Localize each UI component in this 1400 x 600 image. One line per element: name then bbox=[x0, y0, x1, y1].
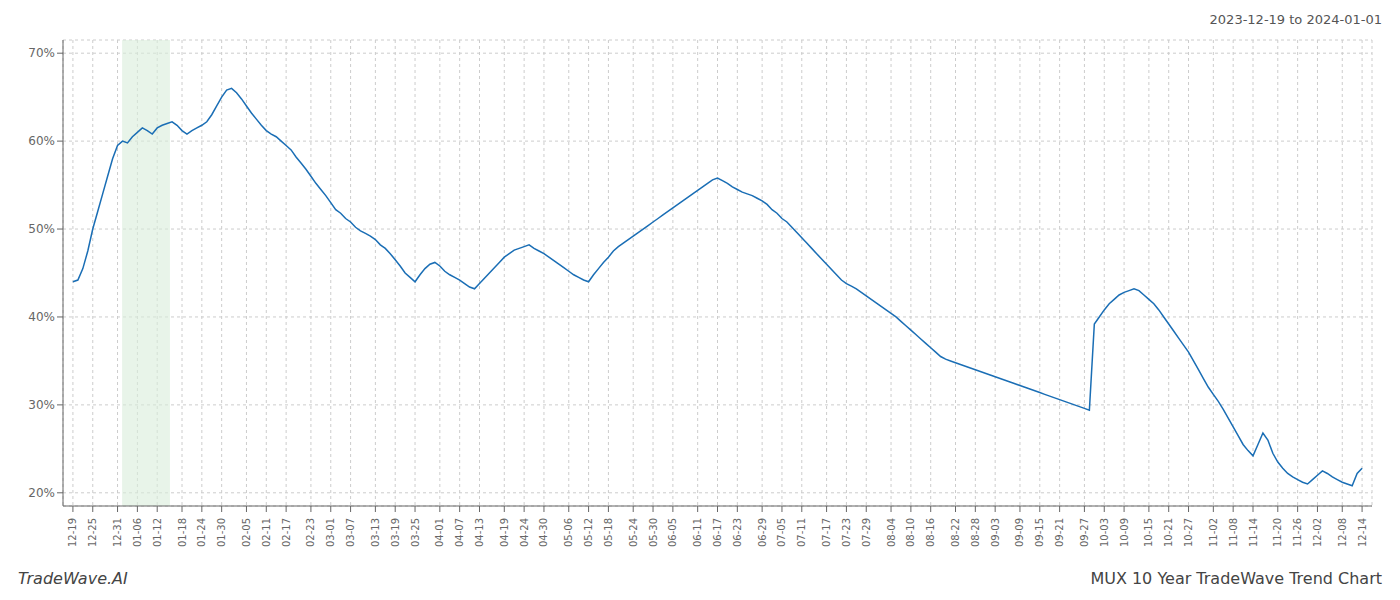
svg-text:03-07: 03-07 bbox=[345, 518, 356, 547]
html-text:2023-12-19 to 2024-01-01: 2023-12-19 to 2024-01-01 bbox=[1209, 12, 1382, 27]
svg-text:01-06: 01-06 bbox=[132, 518, 143, 547]
svg-text:07-05: 07-05 bbox=[776, 518, 787, 547]
svg-text:04-19: 04-19 bbox=[499, 518, 510, 547]
svg-text:01-24: 01-24 bbox=[196, 518, 207, 547]
svg-text:03-13: 03-13 bbox=[370, 518, 381, 547]
svg-text:09-21: 09-21 bbox=[1054, 518, 1065, 547]
svg-text:09-09: 09-09 bbox=[1014, 518, 1025, 547]
svg-text:01-12: 01-12 bbox=[152, 518, 163, 547]
svg-text:05-18: 05-18 bbox=[603, 518, 614, 547]
svg-text:11-26: 11-26 bbox=[1292, 518, 1303, 547]
svg-text:09-15: 09-15 bbox=[1034, 518, 1045, 547]
svg-text:70%: 70% bbox=[28, 46, 55, 60]
svg-text:05-06: 05-06 bbox=[563, 518, 574, 547]
svg-text:04-01: 04-01 bbox=[434, 518, 445, 547]
svg-text:07-17: 07-17 bbox=[821, 518, 832, 547]
svg-text:11-02: 11-02 bbox=[1208, 518, 1219, 547]
svg-text:10-09: 10-09 bbox=[1119, 518, 1130, 547]
svg-text:03-01: 03-01 bbox=[325, 518, 336, 547]
svg-text:11-14: 11-14 bbox=[1248, 518, 1259, 547]
svg-text:60%: 60% bbox=[28, 134, 55, 148]
svg-text:12-14: 12-14 bbox=[1357, 518, 1368, 547]
svg-text:10-15: 10-15 bbox=[1143, 518, 1154, 547]
svg-text:02-17: 02-17 bbox=[281, 518, 292, 547]
svg-text:08-10: 08-10 bbox=[905, 518, 916, 547]
svg-text:12-08: 12-08 bbox=[1337, 518, 1348, 547]
svg-text:01-18: 01-18 bbox=[177, 518, 188, 547]
svg-text:04-24: 04-24 bbox=[519, 518, 530, 547]
svg-text:09-03: 09-03 bbox=[990, 518, 1001, 547]
html-text:TradeWave.AI: TradeWave.AI bbox=[18, 569, 128, 588]
svg-text:10-27: 10-27 bbox=[1183, 518, 1194, 547]
svg-text:08-22: 08-22 bbox=[950, 518, 961, 547]
svg-text:02-05: 02-05 bbox=[241, 518, 252, 547]
svg-text:04-30: 04-30 bbox=[538, 518, 549, 547]
svg-text:06-17: 06-17 bbox=[712, 518, 723, 547]
svg-text:08-04: 08-04 bbox=[886, 518, 897, 547]
svg-text:08-16: 08-16 bbox=[925, 518, 936, 547]
svg-text:06-29: 06-29 bbox=[757, 518, 768, 547]
svg-text:05-12: 05-12 bbox=[583, 518, 594, 547]
svg-text:20%: 20% bbox=[28, 486, 55, 500]
svg-text:04-07: 04-07 bbox=[454, 518, 465, 547]
svg-text:12-02: 12-02 bbox=[1312, 518, 1323, 547]
svg-text:40%: 40% bbox=[28, 310, 55, 324]
svg-text:07-23: 07-23 bbox=[841, 518, 852, 547]
svg-text:30%: 30% bbox=[28, 398, 55, 412]
svg-text:12-25: 12-25 bbox=[87, 518, 98, 547]
svg-text:03-25: 03-25 bbox=[410, 518, 421, 547]
svg-text:50%: 50% bbox=[28, 222, 55, 236]
svg-text:05-24: 05-24 bbox=[628, 518, 639, 547]
svg-text:02-23: 02-23 bbox=[305, 518, 316, 547]
svg-text:09-27: 09-27 bbox=[1079, 518, 1090, 547]
svg-text:01-30: 01-30 bbox=[216, 518, 227, 547]
svg-text:02-11: 02-11 bbox=[261, 518, 272, 547]
svg-text:11-20: 11-20 bbox=[1272, 518, 1283, 547]
svg-text:05-30: 05-30 bbox=[648, 518, 659, 547]
svg-text:07-11: 07-11 bbox=[796, 518, 807, 547]
svg-text:12-19: 12-19 bbox=[67, 518, 78, 547]
svg-text:06-05: 06-05 bbox=[667, 518, 678, 547]
svg-text:03-19: 03-19 bbox=[390, 518, 401, 547]
html-text:MUX 10 Year TradeWave Trend Ch: MUX 10 Year TradeWave Trend Chart bbox=[1090, 569, 1382, 588]
svg-text:04-13: 04-13 bbox=[474, 518, 485, 547]
svg-text:07-29: 07-29 bbox=[861, 518, 872, 547]
svg-text:12-31: 12-31 bbox=[112, 518, 123, 547]
svg-text:06-23: 06-23 bbox=[732, 518, 743, 547]
svg-text:11-08: 11-08 bbox=[1228, 518, 1239, 547]
svg-text:10-03: 10-03 bbox=[1099, 518, 1110, 547]
svg-text:10-21: 10-21 bbox=[1163, 518, 1174, 547]
svg-text:08-28: 08-28 bbox=[970, 518, 981, 547]
svg-text:06-11: 06-11 bbox=[692, 518, 703, 547]
